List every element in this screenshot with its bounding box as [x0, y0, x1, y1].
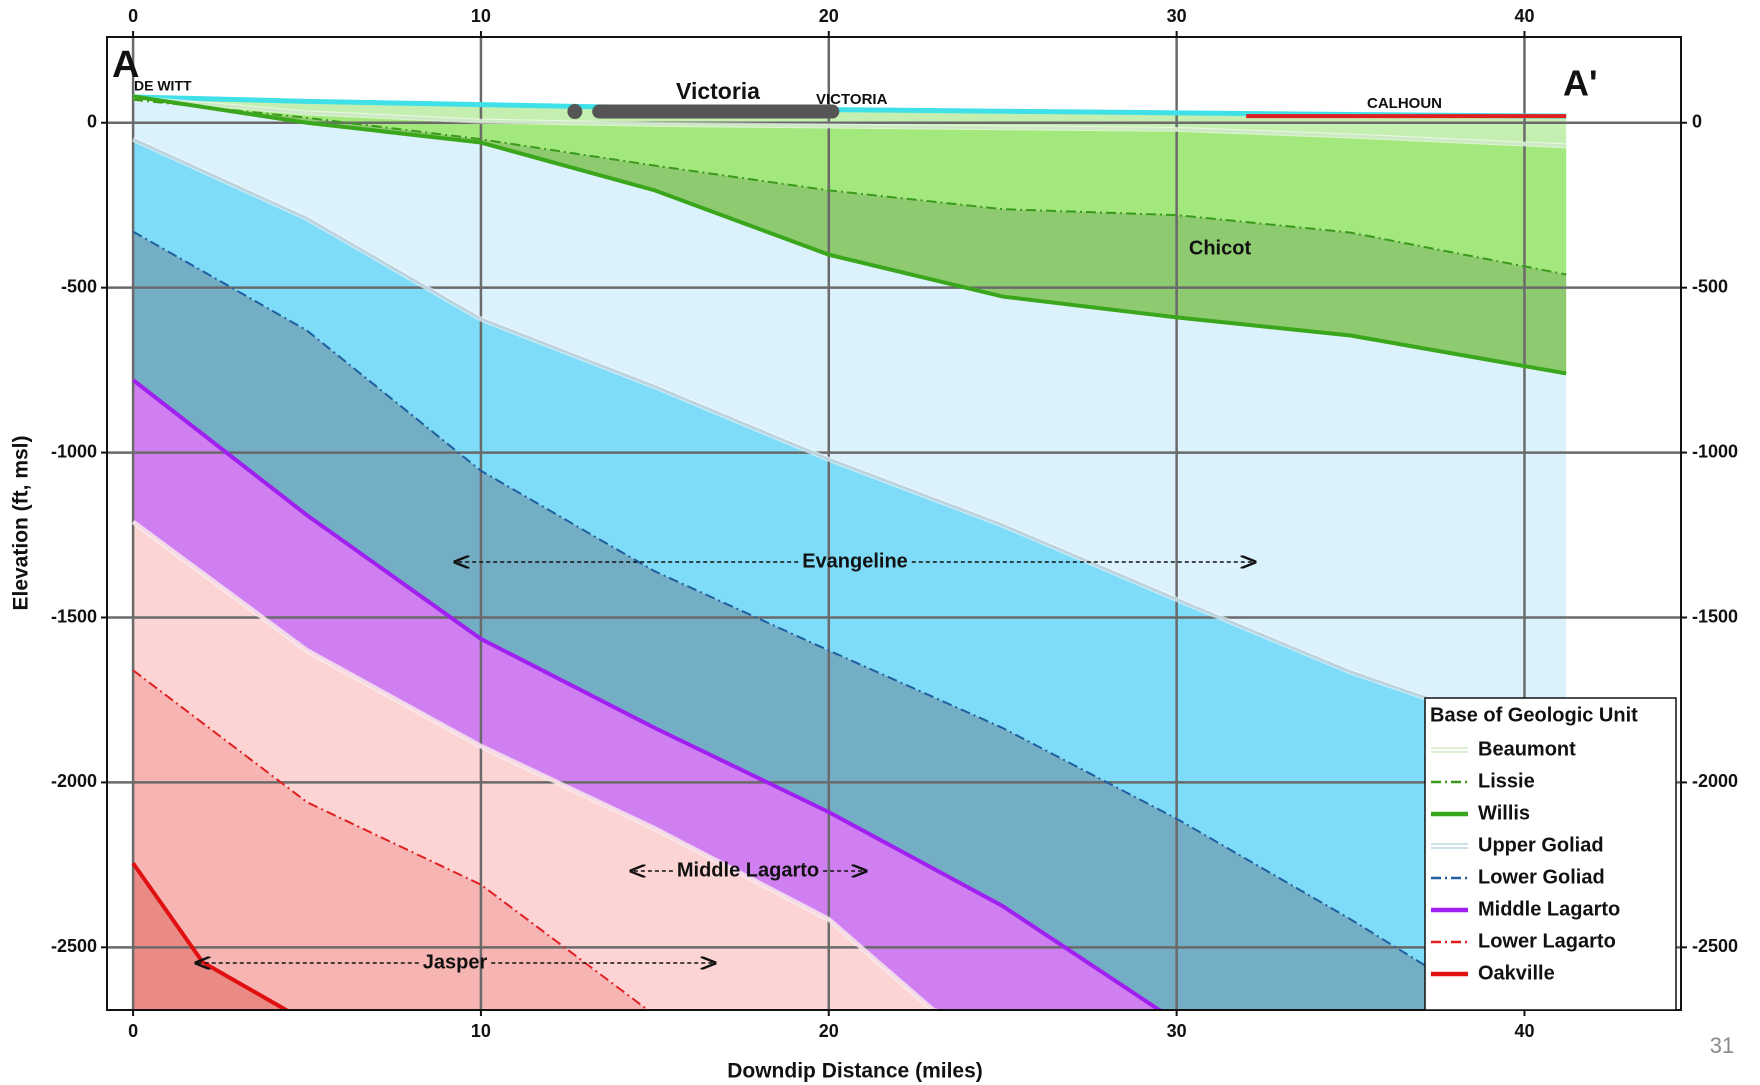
unit-base-line [132, 94, 1567, 376]
x-tick-label: 10 [471, 6, 491, 26]
unit-base-line [132, 230, 1499, 1010]
annotation: Victoria [676, 78, 760, 104]
legend-label: Beaumont [1478, 738, 1576, 760]
unit-fill [133, 98, 1567, 275]
legend-label: Willis [1478, 802, 1530, 824]
x-tick-label: 30 [1167, 1021, 1187, 1041]
legend-label: Middle Lagarto [1478, 898, 1620, 920]
y-tick-label: -500 [61, 276, 97, 296]
x-tick-label: 40 [1514, 6, 1534, 26]
annotation: VICTORIA [816, 91, 888, 108]
annotation: Jasper [423, 951, 488, 973]
y-tick-label: -500 [1692, 276, 1728, 296]
annotation: A [112, 44, 139, 86]
unit-fill [133, 863, 287, 1010]
y-tick-label: 0 [87, 112, 97, 132]
x-tick-label: 0 [128, 6, 138, 26]
x-tick-label: 20 [819, 6, 839, 26]
x-tick-label: 0 [128, 1021, 138, 1041]
y-tick-label: -2000 [51, 771, 97, 791]
y-tick-label: -2500 [1692, 936, 1738, 956]
unit-fill [133, 97, 1567, 146]
legend-label: Upper Goliad [1478, 834, 1604, 856]
y-tick-label: -1000 [51, 441, 97, 461]
legend: Base of Geologic Unit Beaumont Lissie Willi… [1424, 697, 1677, 1011]
unit-fill [133, 521, 934, 1010]
y-tick-label: -1500 [51, 606, 97, 626]
annotation: CALHOUN [1367, 95, 1442, 112]
annotation: DE WITT [134, 78, 192, 94]
annotations: A A' DE WITT Victoria VICTORIA CALHOUN Chicot E… [112, 44, 1598, 973]
axes: 0 0 10 10 20 20 30 30 40 40 0 0 -500 -500 -1000 -1000 -1… [51, 6, 1738, 1041]
unit-base-line [131, 378, 1165, 1010]
x-tick-label: 30 [1167, 6, 1187, 26]
legend-label: Lower Lagarto [1478, 930, 1616, 952]
annotation: Evangeline [802, 550, 908, 572]
legend-box [1424, 697, 1677, 1011]
y-tick-label: 0 [1692, 112, 1702, 132]
unit-base-line [132, 520, 938, 1010]
annotation: Chicot [1189, 237, 1252, 259]
legend-label: Lissie [1478, 770, 1535, 792]
y-tick-label: -2000 [1692, 771, 1738, 791]
annotation: A' [1563, 63, 1598, 104]
unit-base-line [132, 137, 1567, 748]
unit-fill [133, 96, 1567, 374]
page-number: 31 [1710, 1033, 1734, 1058]
unit-fill [133, 231, 1497, 1010]
y-tick-label: -2500 [51, 936, 97, 956]
y-tick-label: -1500 [1692, 606, 1738, 626]
plot-frame [106, 36, 1682, 1011]
x-tick-label: 40 [1514, 1021, 1534, 1041]
x-tick-label: 10 [471, 1021, 491, 1041]
y-tick-label: -1000 [1692, 441, 1738, 461]
legend-label: Lower Goliad [1478, 866, 1605, 888]
unit-base-line [131, 862, 291, 1010]
unit-fill [133, 96, 1567, 747]
unit-fill [133, 139, 1567, 1010]
legend-title: Base of Geologic Unit [1430, 704, 1638, 726]
legend-label: Oakville [1478, 962, 1555, 984]
unit-base-line [132, 96, 1567, 148]
unit-base-line [132, 669, 652, 1010]
annotation: Middle Lagarto [677, 859, 819, 881]
y-axis-title: Elevation (ft, msl) [10, 435, 33, 610]
unit-base-line [132, 98, 1567, 276]
grid [107, 37, 1681, 1010]
unit-fill [133, 670, 648, 1010]
x-axis-title: Downdip Distance (miles) [727, 1060, 983, 1083]
x-tick-label: 20 [819, 1021, 839, 1041]
